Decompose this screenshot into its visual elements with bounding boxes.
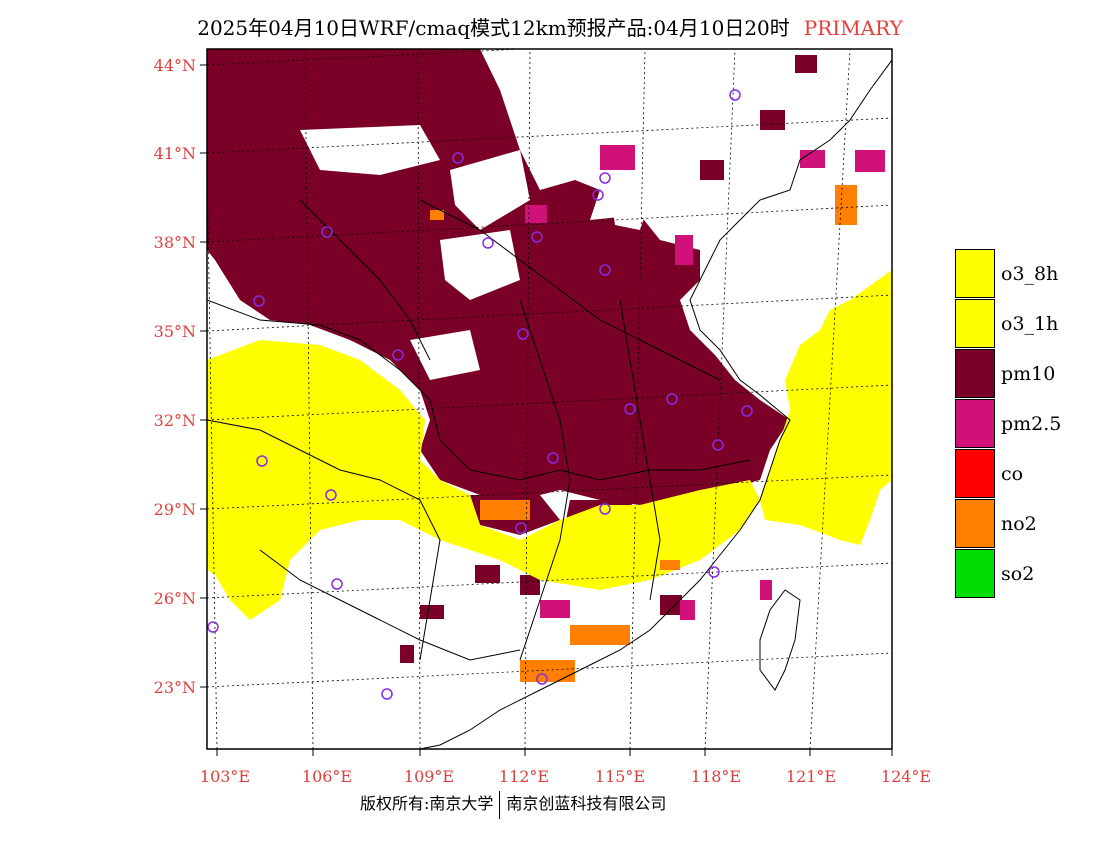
lat-label-29: 29°N xyxy=(154,500,196,519)
province-line-7 xyxy=(259,549,521,661)
legend-label: so2 xyxy=(1001,563,1035,585)
legend-item-o3-1h: o3_1h xyxy=(955,299,1095,349)
copyright-owner: 版权所有:南京大学 xyxy=(360,794,494,813)
legend-label: o3_1h xyxy=(1001,313,1059,335)
station-marker xyxy=(325,489,337,501)
lat-label-41: 41°N xyxy=(154,144,196,163)
station-marker xyxy=(666,393,678,405)
province-line-6 xyxy=(207,419,441,661)
station-marker xyxy=(712,439,724,451)
legend-label: no2 xyxy=(1001,513,1037,535)
legend-item-so2: so2 xyxy=(955,549,1095,599)
station-marker xyxy=(452,152,464,164)
station-marker xyxy=(207,621,219,633)
lon-label-118: 118°E xyxy=(691,767,741,786)
lon-label-124: 124°E xyxy=(881,767,931,786)
lat-label-26: 26°N xyxy=(154,589,196,608)
copyright-company: 南京创蓝科技有限公司 xyxy=(506,794,667,813)
legend-swatch xyxy=(955,349,995,398)
taiwan-outline xyxy=(759,589,801,691)
longitude-labels: 103°E 106°E 109°E 112°E 115°E 118°E 121°… xyxy=(200,767,931,786)
legend-swatch xyxy=(955,549,995,598)
o3-regions xyxy=(207,270,892,620)
station-marker xyxy=(517,328,529,340)
o3-southwest-region xyxy=(207,340,760,620)
station-marker xyxy=(592,189,604,201)
lon-label-112: 112°E xyxy=(499,767,549,786)
legend-label: pm2.5 xyxy=(1001,413,1062,435)
province-line-1 xyxy=(207,299,751,481)
legend-label: o3_8h xyxy=(1001,263,1059,285)
footer-separator xyxy=(499,790,501,819)
legend-swatch xyxy=(955,449,995,498)
station-marker xyxy=(729,89,741,101)
station-marker xyxy=(599,264,611,276)
no2-spots xyxy=(430,185,857,682)
province-line-2 xyxy=(419,199,721,381)
lat-label-35: 35°N xyxy=(154,322,196,341)
legend-item-pm25: pm2.5 xyxy=(955,399,1095,449)
station-marker xyxy=(599,503,611,515)
pm10-west-block xyxy=(207,49,460,310)
map-content xyxy=(207,49,892,749)
station-marker xyxy=(536,673,548,685)
station-marker xyxy=(321,226,333,238)
pollutant-legend: o3_8h o3_1h pm10 pm2.5 co no2 so2 xyxy=(955,249,1095,599)
station-marker xyxy=(256,455,268,467)
lat-label-44: 44°N xyxy=(154,56,196,75)
legend-swatch xyxy=(955,399,995,448)
lon-label-109: 109°E xyxy=(404,767,454,786)
legend-label: pm10 xyxy=(1001,363,1056,385)
clear-hole-2 xyxy=(450,150,530,230)
lon-label-121: 121°E xyxy=(786,767,836,786)
legend-item-no2: no2 xyxy=(955,499,1095,549)
station-marker xyxy=(741,405,753,417)
map-title: 2025年04月10日WRF/cmaq模式12km预报产品:04月10日20时 P… xyxy=(0,12,1100,41)
legend-item-o3-8h: o3_8h xyxy=(955,249,1095,299)
pm25-spots xyxy=(525,145,885,620)
legend-swatch xyxy=(955,299,995,348)
province-line-4 xyxy=(519,299,571,661)
coastline xyxy=(419,59,892,749)
map-frame xyxy=(206,48,893,750)
station-marker xyxy=(331,578,343,590)
clear-holes xyxy=(300,125,650,380)
station-marker xyxy=(381,688,393,700)
legend-item-co: co xyxy=(955,449,1095,499)
station-marker xyxy=(531,231,543,243)
station-markers xyxy=(207,89,753,700)
station-marker xyxy=(599,172,611,184)
clear-hole-1 xyxy=(300,125,440,175)
lat-label-38: 38°N xyxy=(154,233,196,252)
axis-ticks xyxy=(200,64,893,756)
clear-hole-3 xyxy=(440,230,520,300)
legend-swatch xyxy=(955,499,995,548)
clear-hole-5 xyxy=(610,190,650,230)
station-marker xyxy=(482,237,494,249)
lon-label-115: 115°E xyxy=(595,767,645,786)
lon-label-106: 106°E xyxy=(302,767,352,786)
lat-label-23: 23°N xyxy=(154,678,196,697)
province-line-5 xyxy=(619,299,661,601)
legend-item-pm10: pm10 xyxy=(955,349,1095,399)
graticule xyxy=(207,49,892,749)
lon-label-103: 103°E xyxy=(200,767,250,786)
station-marker xyxy=(547,452,559,464)
lat-label-32: 32°N xyxy=(154,411,196,430)
station-marker xyxy=(624,403,636,415)
legend-swatch xyxy=(955,249,995,298)
station-marker xyxy=(708,566,720,578)
legend-label: co xyxy=(1001,463,1024,485)
station-marker xyxy=(253,295,265,307)
title-text: 2025年04月10日WRF/cmaq模式12km预报产品:04月10日20时 xyxy=(197,16,790,40)
station-marker xyxy=(515,522,527,534)
clear-hole-4 xyxy=(410,330,480,380)
latitude-labels: 44°N 41°N 38°N 35°N 32°N 29°N 26°N 23°N xyxy=(154,56,196,697)
station-marker xyxy=(392,349,404,361)
o3-east-sea-region xyxy=(760,270,892,545)
copyright-footer: 版权所有:南京大学 南京创蓝科技有限公司 xyxy=(360,790,666,819)
primary-label: PRIMARY xyxy=(803,16,903,40)
boundary-lines xyxy=(207,59,892,749)
